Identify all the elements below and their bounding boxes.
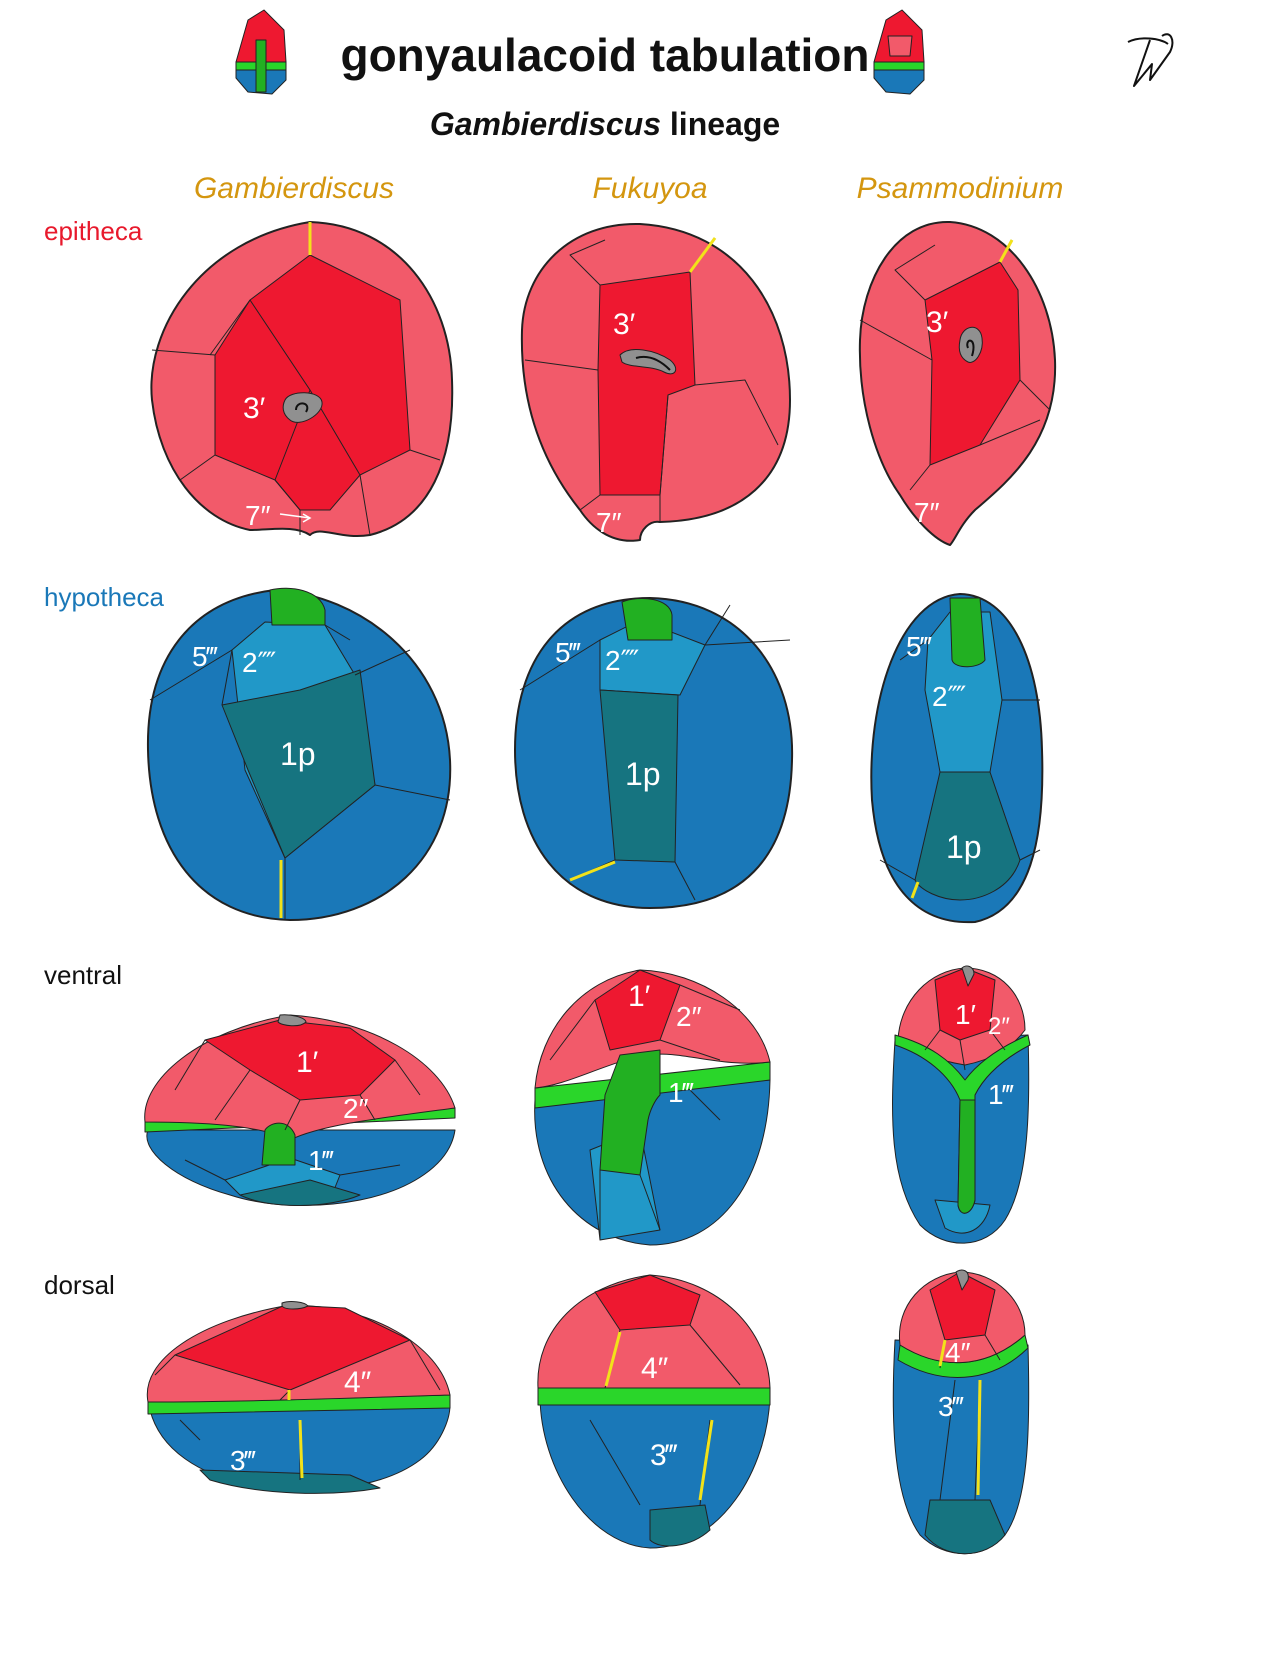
plate-label-ven-g-2pp: 2″ — [343, 1093, 369, 1124]
page-title: gonyaulacoid tabulation — [340, 29, 870, 81]
plate-label-ven-f-1p: 1′ — [628, 980, 651, 1013]
column-title-psammodinium: Psammodinium — [856, 172, 1064, 205]
row-label-ventral: ventral — [44, 960, 123, 990]
subtitle-rest: lineage — [661, 106, 781, 142]
plate-label-dor-g-3ppp: 3‴ — [230, 1445, 256, 1476]
plate-label-ven-f-2pp: 2″ — [676, 1001, 702, 1032]
plate-label-epi-p-3p: 3′ — [926, 306, 949, 339]
column-title-gambierdiscus: Gambierdiscus — [193, 172, 395, 205]
page-subtitle: Gambierdiscus lineage — [280, 106, 930, 143]
plate-label-hyp-f-2pppp: 2⁗ — [605, 645, 639, 676]
title-icon-right — [873, 9, 925, 95]
cell-dorsal-gambierdiscus — [146, 1301, 451, 1494]
plate-label-dor-p-4pp: 4″ — [945, 1337, 971, 1368]
cell-ventral-gambierdiscus — [144, 1014, 456, 1206]
row-label-epitheca: epitheca — [44, 216, 143, 246]
plate-label-ven-g-1ppp: 1‴ — [308, 1145, 334, 1176]
plate-label-hyp-g-5ppp: 5‴ — [192, 641, 218, 672]
cell-ventral-fukuyoa — [534, 969, 771, 1246]
column-title-fukuyoa: Fukuyoa — [592, 172, 708, 205]
plate-label-hyp-p-5ppp: 5‴ — [906, 631, 932, 662]
plate-label-epi-f-7pp: 7″ — [596, 507, 622, 538]
plate-label-ven-p-2pp: 2″ — [988, 1013, 1010, 1040]
cell-epitheca-psammodinium — [858, 220, 1057, 546]
cell-hypotheca-psammodinium — [870, 593, 1044, 924]
plate-label-epi-g-3p: 3′ — [243, 392, 266, 425]
plate-label-ven-p-1p: 1′ — [955, 999, 976, 1030]
plate-label-dor-f-4pp: 4″ — [641, 1352, 669, 1385]
plate-label-ven-g-1p: 1′ — [296, 1046, 319, 1079]
subtitle-genus: Gambierdiscus — [429, 106, 662, 142]
plate-label-hyp-g-1p: 1p — [280, 736, 316, 772]
cell-epitheca-gambierdiscus — [150, 221, 454, 537]
plate-label-hyp-p-2pppp: 2⁗ — [932, 681, 966, 712]
row-label-dorsal: dorsal — [44, 1270, 115, 1300]
plate-label-hyp-p-1p: 1p — [946, 829, 982, 865]
plate-label-ven-p-1ppp: 1‴ — [988, 1079, 1014, 1110]
signature-logo — [1127, 33, 1174, 87]
plate-label-dor-p-3ppp: 3‴ — [938, 1391, 964, 1422]
plate-label-hyp-g-2pppp: 2⁗ — [242, 647, 276, 678]
cell-hypotheca-fukuyoa — [514, 597, 794, 909]
plate-label-epi-g-7pp: 7″ — [245, 500, 271, 531]
cell-hypotheca-gambierdiscus — [146, 587, 452, 921]
arrow-7pp-gambierdiscus — [279, 513, 312, 523]
plate-label-epi-f-3p: 3′ — [613, 308, 636, 341]
cell-dorsal-fukuyoa — [537, 1274, 771, 1549]
cell-epitheca-fukuyoa — [520, 222, 791, 542]
plate-label-dor-f-3ppp: 3‴ — [650, 1439, 678, 1472]
cell-dorsal-psammodinium — [892, 1269, 1030, 1555]
plate-label-epi-p-7pp: 7″ — [914, 497, 940, 528]
cell-ventral-psammodinium — [892, 965, 1031, 1244]
plate-label-dor-g-4pp: 4″ — [344, 1366, 372, 1399]
title-icon-left — [235, 9, 287, 95]
row-label-hypotheca: hypotheca — [44, 582, 164, 612]
plate-labels: 3′ 7″ 3′ 7″ 3′ 7″ 5‴ 2⁗ 1p 5‴ 2⁗ 1p 5‴ 2… — [192, 306, 1014, 1476]
plate-label-ven-f-1ppp: 1‴ — [668, 1077, 694, 1108]
plate-label-hyp-f-5ppp: 5‴ — [555, 637, 581, 668]
plate-label-hyp-f-1p: 1p — [625, 756, 661, 792]
